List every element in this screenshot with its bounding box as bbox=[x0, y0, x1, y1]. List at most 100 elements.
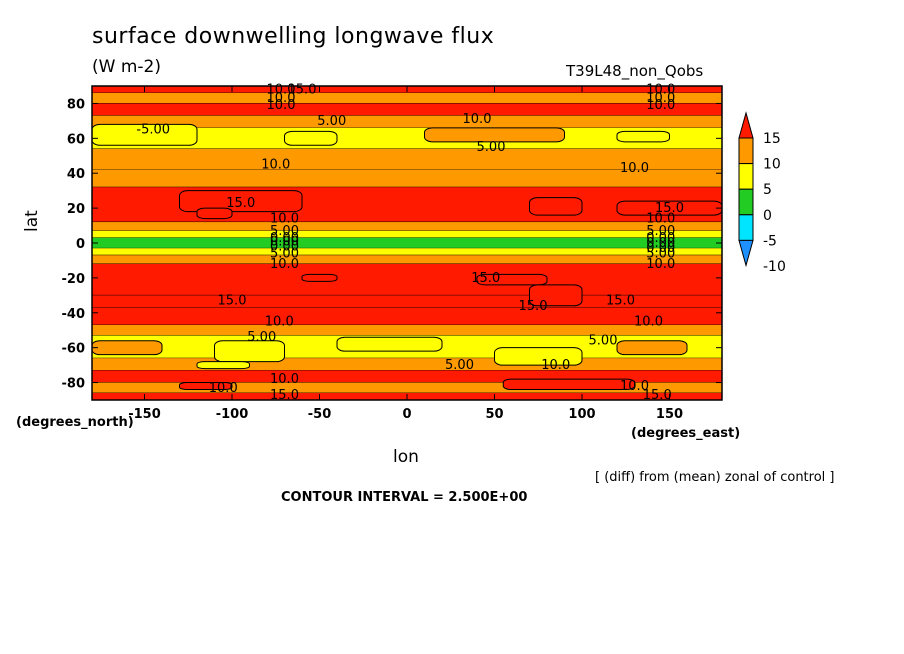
x-tick-label: 0 bbox=[402, 407, 411, 422]
contour-label: 10.0 bbox=[265, 315, 294, 330]
contour-label: 10.0 bbox=[267, 98, 296, 113]
lat-band bbox=[92, 148, 722, 170]
contour-label: 5.00 bbox=[477, 140, 506, 155]
y-tick-label: 80 bbox=[67, 97, 85, 112]
lat-band bbox=[92, 358, 722, 371]
contour-label: 15.0 bbox=[218, 294, 247, 309]
x-tick-label: 150 bbox=[656, 407, 683, 422]
contour-label: 10.0 bbox=[270, 212, 299, 227]
contour-label: 10.0 bbox=[261, 158, 290, 173]
y-ticks: 80 60 40 20 0 -20 -40 -60 -80 bbox=[62, 97, 722, 392]
colorbar-label: 0 bbox=[763, 208, 772, 224]
contour-label: 10.0 bbox=[646, 257, 675, 272]
contour-label: 10.0 bbox=[270, 372, 299, 387]
contour-label: 5.00 bbox=[247, 330, 276, 345]
anomaly-patch bbox=[616, 340, 688, 356]
lat-band bbox=[92, 307, 722, 325]
anomaly-patch bbox=[179, 382, 233, 391]
contour-label: 10.0 bbox=[541, 358, 570, 373]
chart-title: surface downwelling longwave flux bbox=[92, 24, 495, 49]
lat-band bbox=[92, 382, 722, 394]
contour-label: 5.00 bbox=[445, 358, 474, 373]
contour-label: 15.0 bbox=[471, 271, 500, 286]
lat-band bbox=[92, 324, 722, 336]
colorbar-label: -10 bbox=[763, 259, 786, 275]
contour-label: 5.00 bbox=[270, 224, 299, 239]
colorbar-label: 10 bbox=[763, 157, 781, 173]
anomaly-patches bbox=[91, 123, 723, 391]
y-tick-label: 60 bbox=[67, 132, 85, 147]
contour-label: 5.00 bbox=[317, 114, 346, 129]
anomaly-patch bbox=[494, 347, 583, 366]
x-tick-label: 100 bbox=[568, 407, 595, 422]
lat-band bbox=[92, 255, 722, 264]
difference-note: [ (diff) from (mean) zonal of control ] bbox=[595, 470, 835, 485]
anomaly-patch bbox=[502, 378, 635, 391]
x-tick-label: -50 bbox=[308, 407, 332, 422]
contour-label: 15.0 bbox=[226, 196, 255, 211]
contour-label: 15.0 bbox=[606, 294, 635, 309]
lat-band bbox=[92, 263, 722, 296]
anomaly-patch bbox=[476, 273, 548, 286]
contour-label: 0.00 bbox=[646, 241, 675, 256]
contour-label: 10.0 bbox=[646, 91, 675, 106]
colorbar-segment bbox=[738, 137, 754, 165]
x-tick-label: -150 bbox=[128, 407, 161, 422]
contour-interval: CONTOUR INTERVAL = 2.500E+00 bbox=[281, 490, 528, 505]
lat-band bbox=[92, 169, 722, 188]
anomaly-patch bbox=[214, 340, 285, 363]
lat-band bbox=[92, 103, 722, 116]
x-axis-units: (degrees_east) bbox=[631, 426, 741, 441]
colorbar-label: 15 bbox=[763, 131, 781, 147]
lat-band bbox=[92, 115, 722, 128]
anomaly-patch bbox=[301, 273, 338, 282]
contour-label: 15.0 bbox=[270, 388, 299, 403]
anomaly-patch bbox=[91, 340, 163, 356]
colorbar-top-arrow bbox=[738, 111, 754, 139]
contour-label: -5.00 bbox=[136, 123, 170, 138]
contour-label: 10.0 bbox=[463, 112, 492, 127]
contour-label: 5.00 bbox=[270, 246, 299, 261]
lat-band bbox=[92, 248, 722, 256]
y-axis-units: (degrees_north) bbox=[16, 415, 134, 430]
colorbar-label: 5 bbox=[763, 182, 772, 198]
chart-units: (W m-2) bbox=[92, 57, 161, 77]
contour-labels: 10.015.010.010.010.010.010.0-5.005.00 10.… bbox=[136, 82, 684, 402]
contour-label: 15.0 bbox=[519, 299, 548, 314]
contour-label: 10.0 bbox=[634, 315, 663, 330]
colorbar-segment bbox=[738, 214, 754, 241]
anomaly-patch bbox=[529, 197, 583, 216]
contour-label: 0.00 bbox=[270, 234, 299, 249]
contour-label: 10.0 bbox=[646, 98, 675, 113]
y-tick-label: 20 bbox=[67, 202, 85, 217]
anomaly-patch bbox=[336, 336, 443, 352]
colorbar-bottom-arrow bbox=[738, 239, 754, 268]
anomaly-patch bbox=[529, 284, 583, 307]
x-tick-label: 50 bbox=[485, 407, 503, 422]
contour-label: 5.00 bbox=[589, 334, 618, 349]
lat-band bbox=[92, 92, 722, 104]
anomaly-patch bbox=[284, 130, 338, 146]
contour-label: 10.0 bbox=[209, 381, 238, 396]
contour-label: 0.00 bbox=[270, 231, 299, 246]
anomaly-patch bbox=[196, 361, 250, 370]
colorbar-segment bbox=[738, 188, 754, 216]
contour-label: 15.0 bbox=[655, 201, 684, 216]
x-ticks: -150 -100 -50 0 50 100 150 bbox=[128, 86, 683, 422]
anomaly-patch bbox=[179, 190, 303, 213]
x-axis-label: lon bbox=[393, 447, 419, 467]
contour-label: 10.0 bbox=[270, 257, 299, 272]
contour-label: 10.0 bbox=[620, 161, 649, 176]
contour-label: 0.00 bbox=[270, 239, 299, 254]
contour-label: 5.00 bbox=[646, 246, 675, 261]
y-tick-label: -80 bbox=[62, 377, 86, 392]
y-tick-label: -60 bbox=[62, 342, 86, 357]
contour-label: 10.0 bbox=[267, 91, 296, 106]
colorbar-label: -5 bbox=[763, 233, 777, 249]
y-tick-label: -20 bbox=[62, 272, 86, 287]
anomaly-patch bbox=[196, 207, 233, 220]
contour-label: 10.0 bbox=[620, 379, 649, 394]
x-tick-label: -100 bbox=[216, 407, 249, 422]
contour-label: 10.0 bbox=[646, 212, 675, 227]
contour-label: 0.00 bbox=[646, 231, 675, 246]
